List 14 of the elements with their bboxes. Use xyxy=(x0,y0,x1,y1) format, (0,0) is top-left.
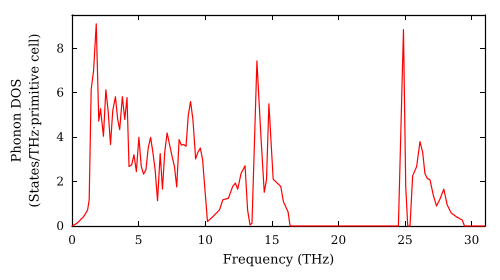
y-axis-title: Phonon DOS (States/THz·primitive cell) xyxy=(10,33,42,208)
x-axis-title: Frequency (THz) xyxy=(222,252,334,268)
y-tick-label: 2 xyxy=(56,174,64,189)
x-tick-label: 5 xyxy=(134,233,142,247)
y-tick-label: 6 xyxy=(56,86,64,100)
x-tick-label: 10 xyxy=(198,233,213,247)
x-tick-label: 20 xyxy=(330,233,346,247)
x-tick-label: 15 xyxy=(264,233,280,247)
x-tick-label: 30 xyxy=(464,233,480,247)
y-tick-label: 0 xyxy=(56,219,64,233)
y-tick-label: 4 xyxy=(56,130,64,144)
y-tick-label: 8 xyxy=(56,41,64,56)
x-tick-label: 0 xyxy=(68,233,76,247)
x-tick-label: 25 xyxy=(397,233,413,247)
